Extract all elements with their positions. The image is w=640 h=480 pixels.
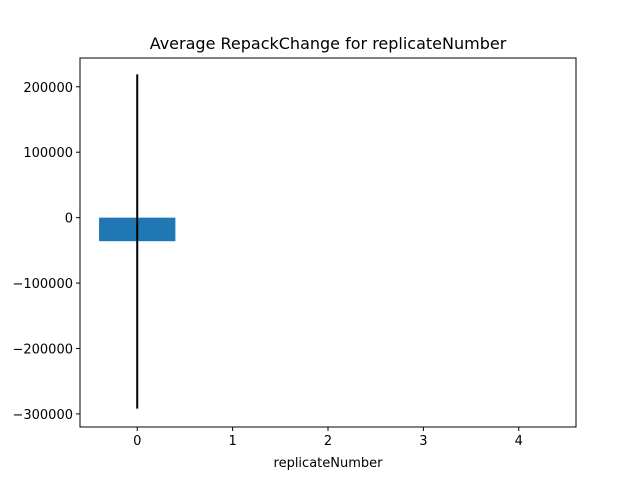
y-axis: 200000 100000 0 −100000 −200000 −300000: [12, 81, 80, 423]
x-tick-label-2: 2: [324, 434, 332, 449]
y-tick-label--300000: −300000: [12, 408, 73, 423]
y-tick-label-0: 0: [65, 212, 73, 227]
x-axis-label: replicateNumber: [274, 456, 384, 471]
x-tick-label-3: 3: [419, 434, 427, 449]
axes-frame: [79, 57, 577, 428]
x-tick-label-1: 1: [228, 434, 236, 449]
x-tick-label-4: 4: [515, 434, 523, 449]
chart-title: Average RepackChange for replicateNumber: [150, 34, 507, 53]
y-tick-label-200000: 200000: [23, 81, 73, 96]
y-tick-label-100000: 100000: [23, 146, 73, 161]
y-tick-label--100000: −100000: [12, 277, 73, 292]
plot-area: [99, 74, 176, 409]
x-axis: 0 1 2 3 4: [133, 427, 523, 449]
y-tick-label--200000: −200000: [12, 342, 73, 357]
x-tick-label-0: 0: [133, 434, 141, 449]
